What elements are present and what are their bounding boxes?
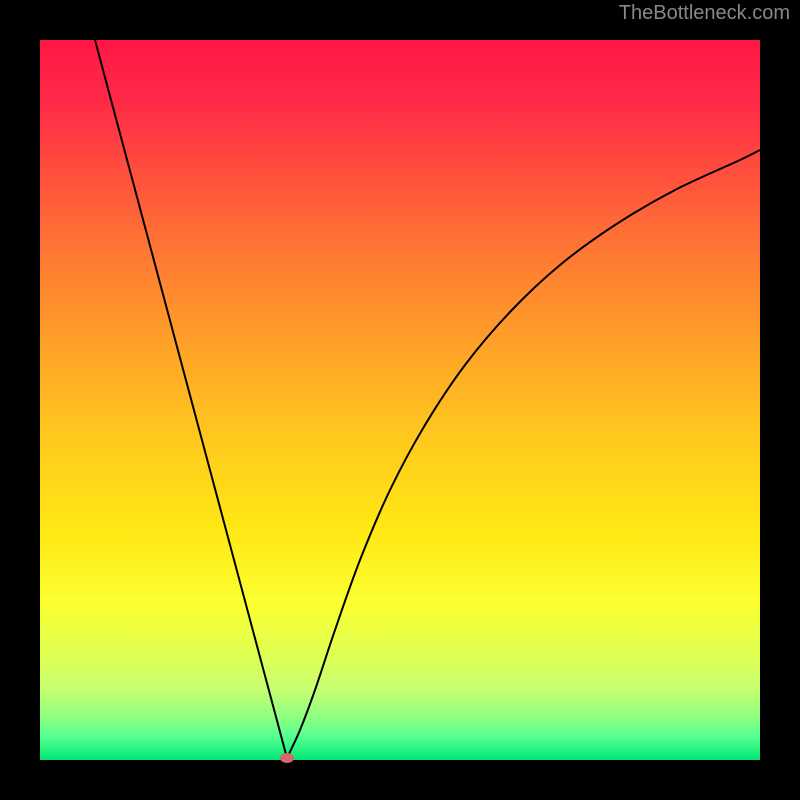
bottleneck-curve [40, 40, 760, 760]
plot-area [40, 40, 760, 760]
chart-container: TheBottleneck.com [0, 0, 800, 800]
vertex-marker [280, 753, 294, 763]
watermark-text: TheBottleneck.com [619, 2, 790, 25]
